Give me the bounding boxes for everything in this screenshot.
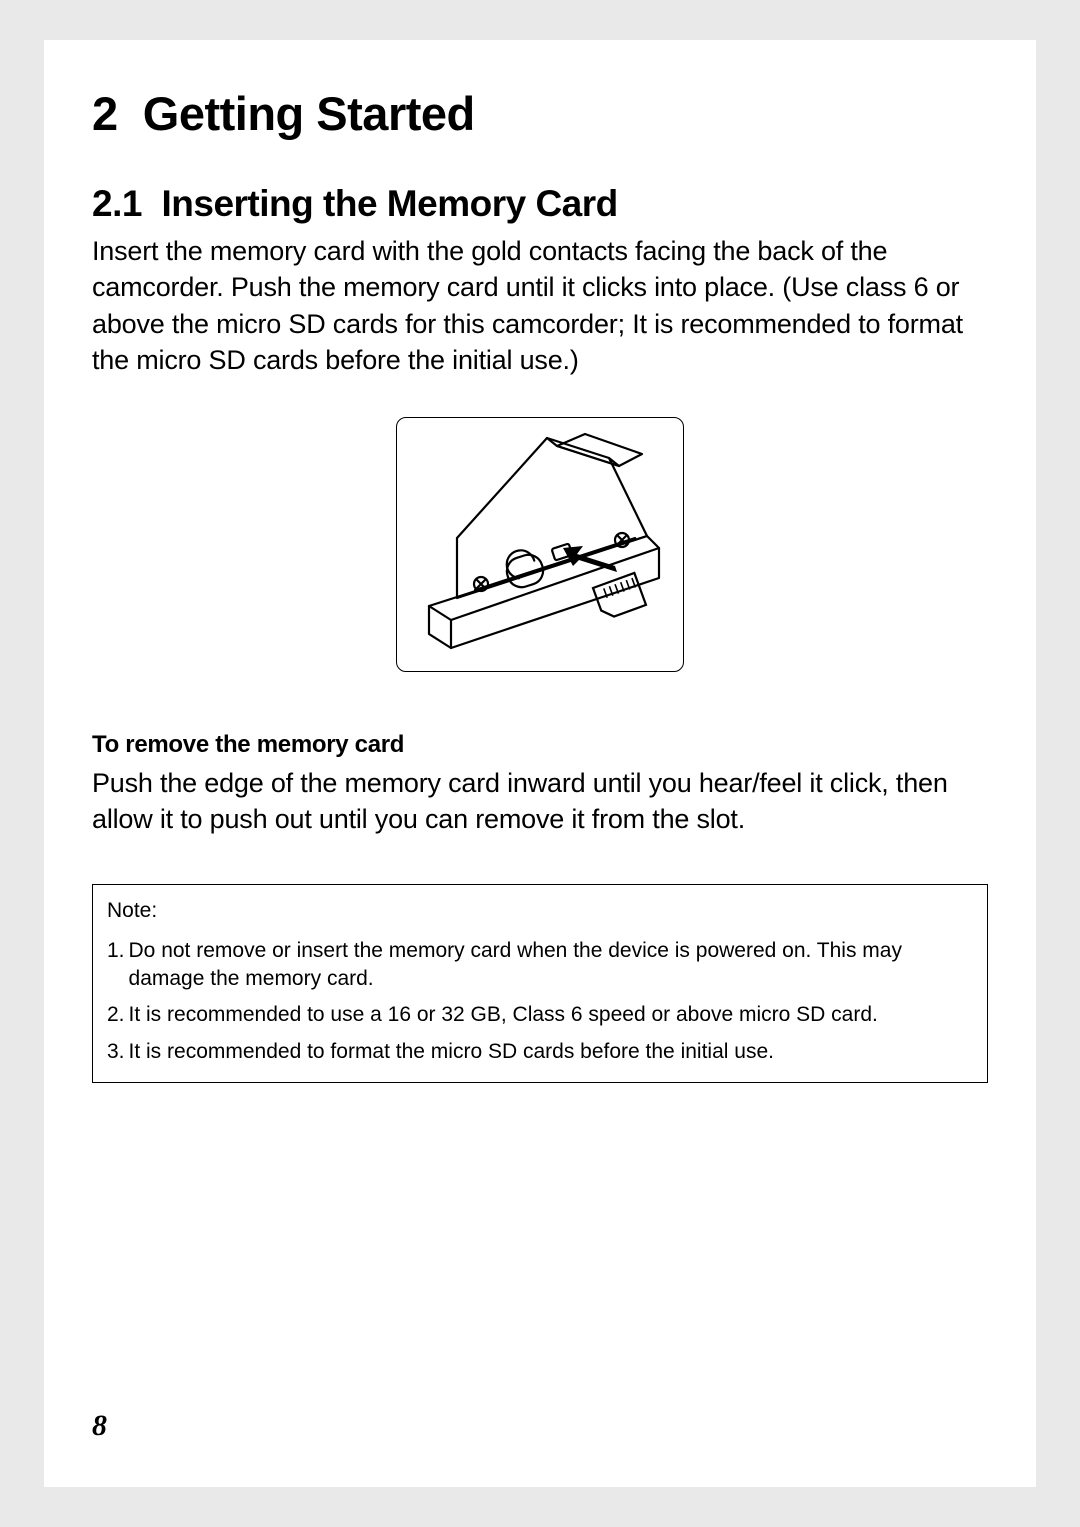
section-name: Inserting the Memory Card xyxy=(162,183,618,224)
section-number: 2.1 xyxy=(92,183,142,224)
note-item-2: 2. It is recommended to use a 16 or 32 G… xyxy=(107,1001,973,1029)
note-label: Note: xyxy=(107,899,973,923)
note-box: Note: 1. Do not remove or insert the mem… xyxy=(92,884,988,1083)
note-text: It is recommended to use a 16 or 32 GB, … xyxy=(129,1001,973,1029)
note-item-3: 3. It is recommended to format the micro… xyxy=(107,1038,973,1066)
chapter-number: 2 xyxy=(92,87,118,140)
camcorder-line-drawing-icon xyxy=(397,418,684,672)
camcorder-sdcard-figure xyxy=(396,417,684,672)
chapter-name: Getting Started xyxy=(143,87,475,140)
note-text: It is recommended to format the micro SD… xyxy=(129,1038,973,1066)
note-number: 1. xyxy=(107,937,125,994)
chapter-title: 2 Getting Started xyxy=(92,86,988,141)
page-number: 8 xyxy=(92,1409,107,1443)
intro-paragraph: Insert the memory card with the gold con… xyxy=(92,233,988,379)
manual-page: 2 Getting Started 2.1 Inserting the Memo… xyxy=(44,40,1036,1487)
figure-container xyxy=(92,417,988,677)
note-item-1: 1. Do not remove or insert the memory ca… xyxy=(107,937,973,994)
note-number: 2. xyxy=(107,1001,125,1029)
remove-paragraph: Push the edge of the memory card inward … xyxy=(92,765,988,838)
note-text: Do not remove or insert the memory card … xyxy=(129,937,973,994)
note-number: 3. xyxy=(107,1038,125,1066)
remove-heading: To remove the memory card xyxy=(92,731,988,759)
section-title: 2.1 Inserting the Memory Card xyxy=(92,183,988,225)
